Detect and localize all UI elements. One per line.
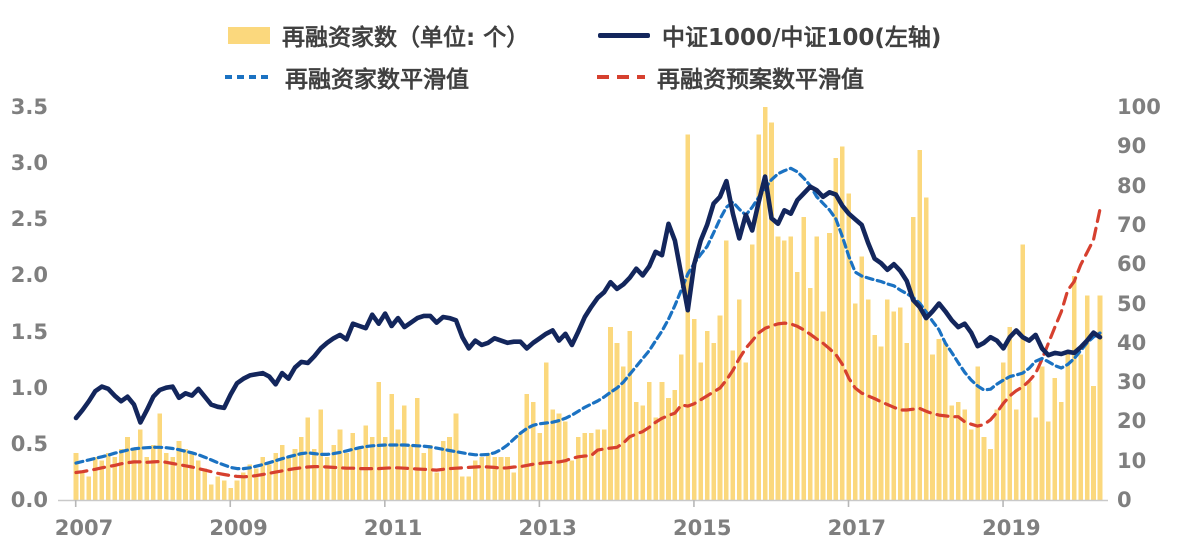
left-axis-tick-label: 3.5 <box>10 95 48 119</box>
right-axis-tick-label: 0 <box>1117 488 1132 512</box>
legend-item-plans-smooth: 再融资预案数平滑值 <box>597 60 864 94</box>
x-axis-tick-label: 2015 <box>673 516 732 540</box>
left-axis-tick-label: 0.0 <box>10 488 48 512</box>
x-axis-tick-label: 2017 <box>827 516 887 540</box>
right-axis-tick-label: 100 <box>1117 95 1161 119</box>
x-axis-tick-label: 2011 <box>363 516 423 540</box>
line-series-swatch-icon <box>598 32 650 38</box>
legend-label-ratio: 中证1000/中证100(左轴) <box>662 25 942 51</box>
legend-item-bars-smooth: 再融资家数平滑值 <box>225 60 469 94</box>
legend-item-ratio: 中证1000/中证100(左轴) <box>598 18 941 52</box>
legend-label-plans-smooth: 再融资预案数平滑值 <box>657 67 864 93</box>
right-axis-tick-label: 80 <box>1117 173 1147 198</box>
right-axis-tick-label: 90 <box>1117 134 1147 159</box>
right-axis-tick-label: 70 <box>1117 212 1147 237</box>
legend-label-bars-smooth: 再融资家数平滑值 <box>285 67 469 93</box>
right-axis-tick-label: 20 <box>1117 409 1147 434</box>
left-axis-tick-label: 0.5 <box>10 431 48 456</box>
left-axis-tick-label: 2.0 <box>10 263 48 288</box>
x-axis-tick-label: 2013 <box>518 516 577 540</box>
right-axis-tick-label: 30 <box>1117 370 1147 395</box>
x-axis-tick-label: 2019 <box>982 516 1041 540</box>
right-axis-tick-label: 40 <box>1117 330 1147 355</box>
left-axis-tick-label: 1.5 <box>10 319 48 344</box>
left-axis-tick-label: 1.0 <box>10 375 48 400</box>
bar-series-swatch-icon <box>228 26 270 44</box>
x-axis-tick-label: 2007 <box>54 516 114 540</box>
red-dashed-swatch-icon <box>597 75 645 79</box>
right-axis-tick-label: 50 <box>1117 291 1147 316</box>
legend-item-bars: 再融资家数（单位: 个） <box>228 18 529 52</box>
left-axis-tick-label: 2.5 <box>10 207 48 232</box>
left-axis-tick-label: 3.0 <box>10 151 48 176</box>
right-axis-tick-label: 10 <box>1117 448 1147 473</box>
legend-label-bars: 再融资家数（单位: 个） <box>282 25 530 51</box>
right-axis-tick-label: 60 <box>1117 252 1147 277</box>
blue-dashed-swatch-icon <box>225 75 273 79</box>
x-axis-tick-label: 2009 <box>209 516 268 540</box>
